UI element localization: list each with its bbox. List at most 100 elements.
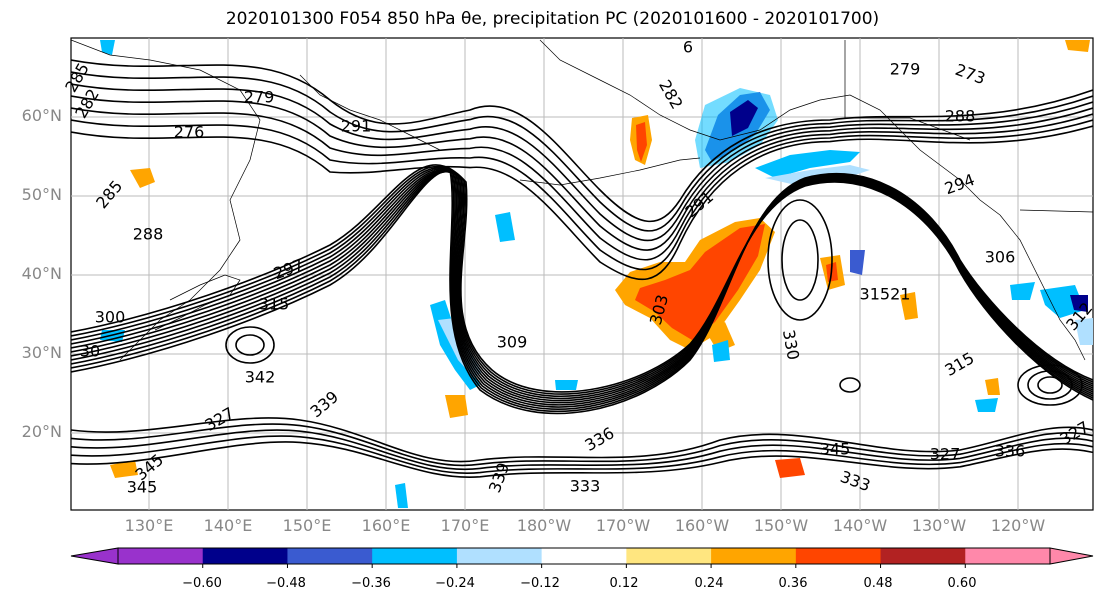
- lat-label-20n: 20°N: [21, 422, 62, 441]
- shade-blue-e1: [850, 250, 865, 275]
- contour-line-south: [71, 429, 1093, 471]
- contour-label: 306: [985, 248, 1016, 267]
- contour-closed: [1017, 364, 1083, 406]
- shade-blue-e3: [1040, 285, 1085, 318]
- shade-orange-sw: [445, 395, 468, 418]
- colorbar-segment: [880, 548, 966, 564]
- shade-blue-e5: [975, 398, 998, 412]
- colorbar-tick: −0.12: [520, 576, 560, 591]
- contour-label: 315: [259, 295, 290, 314]
- lon-label-150e: 150°E: [282, 516, 332, 535]
- colorbar-segment: [118, 548, 204, 564]
- contour-line-north: [71, 71, 1093, 232]
- shade-blue-mid2: [555, 380, 578, 390]
- contour-label: 300: [95, 308, 126, 327]
- shade-red-gulf: [636, 122, 647, 162]
- colorbar: [70, 547, 1094, 568]
- shade-orange-e2: [900, 292, 918, 320]
- colorbar-tick: −0.24: [435, 576, 475, 591]
- colorbar-tick: −0.48: [266, 576, 306, 591]
- contour-line-south: [71, 435, 1093, 475]
- contour-line-north: [71, 125, 1093, 281]
- lon-label-180w: 180°W: [516, 516, 572, 535]
- contour-closed: [767, 199, 833, 321]
- contour-label: 288: [133, 225, 164, 244]
- colorbar-tick: 0.12: [609, 576, 639, 591]
- colorbar-outline: [117, 547, 1051, 565]
- contour-label: 6: [683, 38, 693, 57]
- colorbar-tick: −0.36: [351, 576, 391, 591]
- contour-label: 276: [174, 123, 205, 142]
- contour-label: 336: [995, 442, 1026, 461]
- contour-label: 279: [890, 60, 921, 79]
- contour-closed: [225, 326, 275, 364]
- lat-label-60n: 60°N: [21, 106, 62, 125]
- contour-line-north: [71, 59, 1093, 223]
- colorbar-segment: [456, 548, 543, 564]
- contour-closed: [235, 334, 265, 356]
- contour-closed: [1027, 370, 1073, 400]
- shade-blue-band: [755, 150, 860, 178]
- shade-red-main: [635, 224, 765, 340]
- shade-blue-mid4: [712, 340, 730, 362]
- contour-label: 291: [341, 117, 372, 136]
- lon-label-150w: 150°W: [753, 516, 809, 535]
- shade-blue-nw: [100, 40, 115, 55]
- contour-label: 279: [244, 88, 275, 107]
- lon-label-140w: 140°W: [832, 516, 888, 535]
- shade-lightblue-e4: [1075, 318, 1093, 345]
- lat-label-30n: 30°N: [21, 343, 62, 362]
- contour-label: 327: [930, 445, 961, 464]
- colorbar-tick: 0.36: [778, 576, 808, 591]
- map-title: 2020101300 F054 850 hPa θe, precipitatio…: [225, 9, 880, 29]
- contour-line-north: [71, 119, 1093, 271]
- contour-label: 345: [820, 440, 851, 459]
- lon-label-170e: 170°E: [440, 516, 490, 535]
- colorbar-tick: 0.24: [694, 576, 724, 591]
- colorbar-extend-max: [1049, 547, 1094, 565]
- lon-label-130w: 130°W: [911, 516, 967, 535]
- shade-blue-mid: [495, 212, 515, 242]
- contour-line-south: [71, 423, 1093, 467]
- colorbar-segment: [287, 548, 373, 564]
- contour-label: 342: [245, 368, 276, 387]
- shade-darkblue-alaska: [730, 100, 758, 136]
- shade-darkblue-e3: [1070, 295, 1088, 312]
- colorbar-extend-min: [70, 547, 119, 565]
- colorbar-tick: 0.48: [863, 576, 893, 591]
- contour-line-north: [71, 95, 1093, 251]
- contour-closed: [781, 219, 819, 301]
- lon-label-160e: 160°E: [361, 516, 411, 535]
- colorbar-segment: [711, 548, 797, 564]
- lon-label-130e: 130°E: [124, 516, 174, 535]
- contour-line-south: [71, 441, 1093, 478]
- contour-label: 288: [945, 107, 976, 126]
- shade-blue-sw: [395, 483, 408, 508]
- colorbar-segment: [372, 548, 458, 564]
- contour-closed: [1037, 376, 1063, 394]
- shade-orange-ne: [1065, 40, 1090, 52]
- contour-line-north: [71, 83, 1093, 242]
- contour-label: 345: [127, 478, 158, 497]
- shade-orange-e6: [985, 378, 1000, 395]
- lon-label-160w: 160°W: [674, 516, 730, 535]
- colorbar-segment: [795, 548, 882, 564]
- shade-orange-w1: [130, 168, 155, 188]
- contour-label: 333: [570, 477, 601, 496]
- contour-label: 31521: [860, 285, 911, 304]
- colorbar-tick: −0.60: [182, 576, 222, 591]
- contour-closed: [839, 377, 861, 393]
- lat-label-40n: 40°N: [21, 264, 62, 283]
- theta-e-contours: [71, 59, 1093, 478]
- lon-label-120w: 120°W: [990, 516, 1046, 535]
- colorbar-segment: [626, 548, 712, 564]
- colorbar-segment: [965, 548, 1051, 564]
- colorbar-segment: [541, 548, 627, 564]
- contour-line-south: [71, 417, 1093, 463]
- contour-label: 309: [497, 333, 528, 352]
- contour-line-jet: [71, 164, 1093, 401]
- shade-orange-s: [775, 458, 805, 478]
- colorbar-tick: 0.60: [947, 576, 977, 591]
- shade-blue-e2: [1010, 282, 1035, 300]
